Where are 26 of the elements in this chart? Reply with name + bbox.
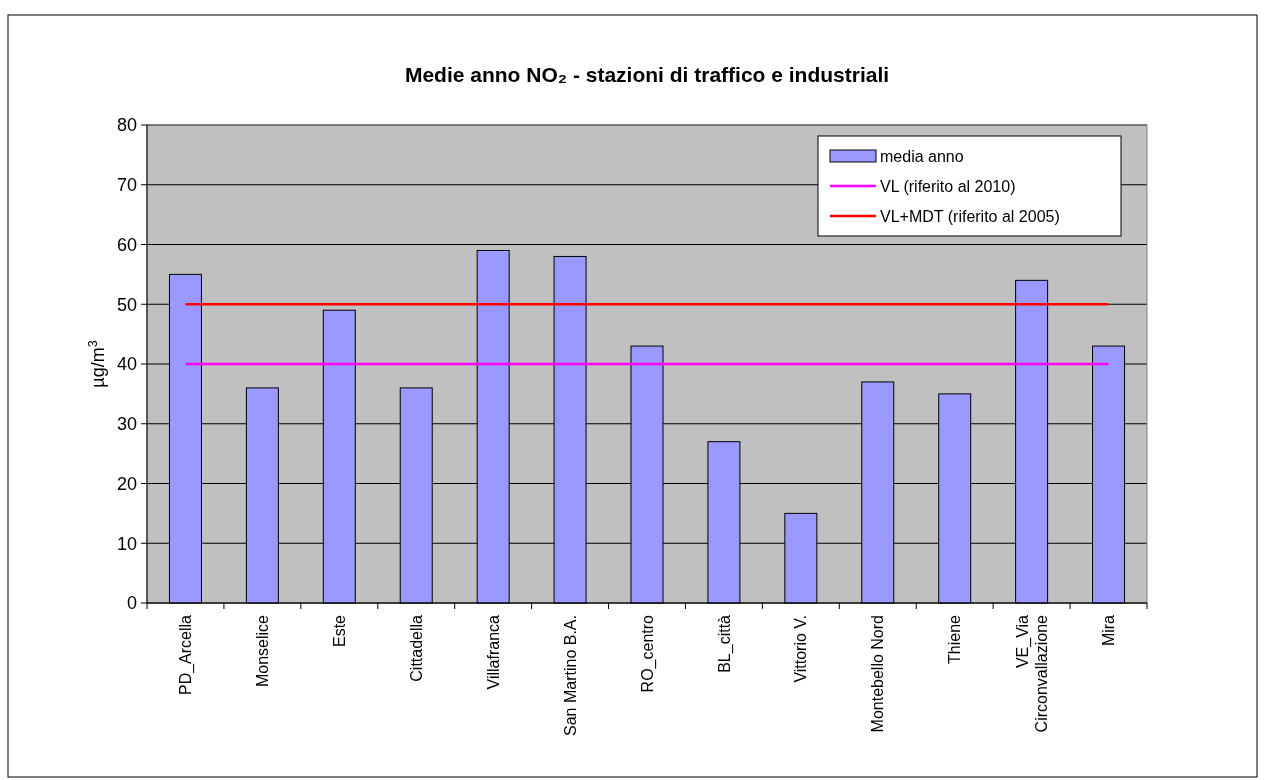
x-tick-label: VE_Via Circonvallazione [1013,614,1050,733]
y-tick-label: 70 [116,175,137,196]
y-tick-label: 60 [116,234,137,255]
x-tick-label: BL_città [715,614,734,673]
x-tick-label: Mira [1100,614,1118,647]
x-tick-label: Monselice [253,614,271,688]
y-tick-label: 80 [116,115,137,136]
y-tick-label: 20 [116,473,137,494]
legend-label: VL+MDT (riferito al 2005) [880,207,1060,225]
x-tick-label: San Martino B.A. [561,615,579,736]
x-tick-label: RO_centro [638,614,657,693]
legend-label: VL (riferito al 2010) [880,177,1016,195]
y-tick-label: 30 [116,414,137,435]
x-tick-label: Vittorio V. [792,615,810,683]
x-tick-label: Este [330,614,348,648]
legend-label: media anno [880,147,964,165]
x-tick-label: Cittadella [407,614,425,682]
x-tick-label: Montebello Nord [869,615,887,733]
y-tick-label: 0 [126,593,137,614]
x-tick-label: Villafranca [484,614,502,690]
x-tick-label: PD_Arcella [177,614,196,696]
x-tick-label: Thiene [946,614,964,664]
y-tick-label: 10 [116,533,137,554]
chart-title: Medie anno NO₂ - stazioni di traffico e industriali [404,63,890,86]
y-tick-label: 50 [116,294,137,315]
y-tick-label: 40 [116,354,137,375]
